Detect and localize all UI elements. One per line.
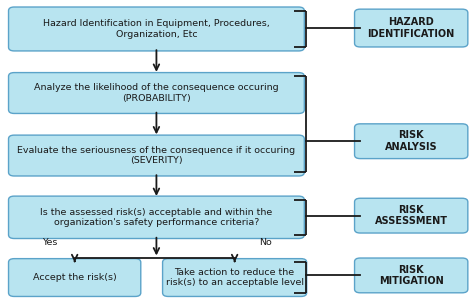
FancyBboxPatch shape bbox=[355, 9, 468, 47]
FancyBboxPatch shape bbox=[9, 7, 304, 51]
Text: Take action to reduce the
risk(s) to an acceptable level: Take action to reduce the risk(s) to an … bbox=[165, 268, 304, 287]
Text: Analyze the likelihood of the consequence occuring
(PROBABILITY): Analyze the likelihood of the consequenc… bbox=[34, 83, 279, 103]
FancyBboxPatch shape bbox=[355, 124, 468, 159]
Text: RISK
ANALYSIS: RISK ANALYSIS bbox=[385, 131, 438, 152]
Text: Evaluate the seriousness of the consequence if it occuring
(SEVERITY): Evaluate the seriousness of the conseque… bbox=[18, 146, 295, 165]
FancyBboxPatch shape bbox=[355, 198, 468, 233]
FancyBboxPatch shape bbox=[355, 258, 468, 293]
Text: Is the assessed risk(s) acceptable and within the
organization's safety performa: Is the assessed risk(s) acceptable and w… bbox=[40, 208, 273, 227]
Text: Hazard Identification in Equipment, Procedures,
Organization, Etc: Hazard Identification in Equipment, Proc… bbox=[43, 19, 270, 39]
Text: RISK
ASSESSMENT: RISK ASSESSMENT bbox=[374, 205, 448, 226]
FancyBboxPatch shape bbox=[9, 73, 304, 113]
Text: RISK
MITIGATION: RISK MITIGATION bbox=[379, 265, 444, 286]
FancyBboxPatch shape bbox=[9, 135, 304, 176]
FancyBboxPatch shape bbox=[9, 259, 141, 296]
FancyBboxPatch shape bbox=[163, 259, 307, 296]
Text: Yes: Yes bbox=[42, 238, 57, 247]
Text: No: No bbox=[259, 238, 272, 247]
FancyBboxPatch shape bbox=[9, 196, 304, 239]
Text: HAZARD
IDENTIFICATION: HAZARD IDENTIFICATION bbox=[367, 17, 455, 39]
Text: Accept the risk(s): Accept the risk(s) bbox=[33, 273, 117, 282]
